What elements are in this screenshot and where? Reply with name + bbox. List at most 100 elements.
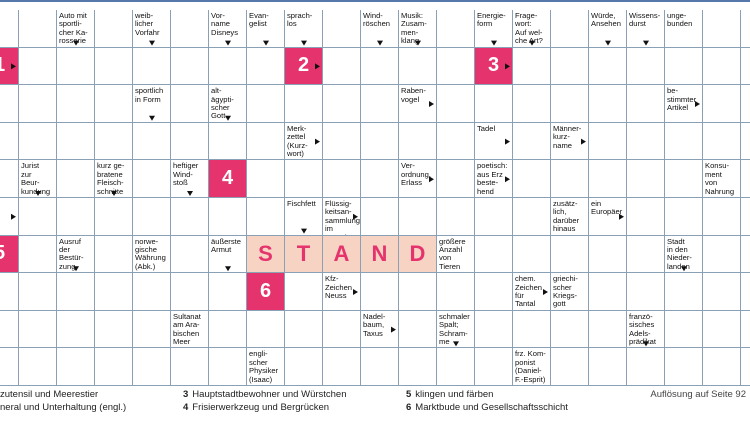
answer-cell xyxy=(285,310,323,349)
answer-cell xyxy=(551,10,589,48)
answer-cell xyxy=(551,235,589,274)
clue-cell: Energie- form xyxy=(475,10,513,48)
number-cell: 4 xyxy=(209,160,247,198)
answer-cell xyxy=(741,273,750,311)
answer-cell xyxy=(361,85,399,123)
clue-cell: Vor- name Disneys xyxy=(209,10,247,48)
hint-number: 6 xyxy=(406,402,412,413)
answer-cell xyxy=(437,160,475,198)
answer-cell xyxy=(513,47,551,86)
answer-cell xyxy=(703,273,741,311)
number-cell: 5 xyxy=(0,235,19,274)
answer-cell xyxy=(0,85,19,123)
arrow xyxy=(643,341,649,347)
answer-cell xyxy=(361,160,399,198)
answer-cell xyxy=(437,348,475,386)
answer-cell xyxy=(741,85,750,123)
arrow xyxy=(529,40,535,46)
clue-cell: poetisch: aus Erz beste- hend xyxy=(475,160,513,198)
clue-cell: sprach- los xyxy=(285,10,323,48)
arrow xyxy=(301,40,307,46)
answer-cell xyxy=(399,198,437,236)
answer-cell xyxy=(209,273,247,311)
arrow xyxy=(111,191,117,196)
clue-cell: frz. Kom- ponist (Daniel- F.-Esprit) xyxy=(513,348,551,386)
clue-cell: Wind- röschen xyxy=(361,10,399,48)
clue-cell: heftiger Wind- stoß xyxy=(171,160,209,198)
clue-cell: sportlich in Form xyxy=(133,85,171,123)
clue-cell: Nadel- baum, Taxus xyxy=(361,310,399,349)
clue-cell: at r ng xyxy=(0,348,19,386)
arrow xyxy=(505,63,510,70)
answer-cell xyxy=(437,198,475,236)
answer-cell xyxy=(551,85,589,123)
answer-cell xyxy=(703,10,741,48)
answer-cell xyxy=(513,85,551,123)
answer-cell xyxy=(361,198,399,236)
answer-cell xyxy=(57,310,95,349)
answer-cell xyxy=(323,47,361,86)
clue-cell: Konsu- ment von Nahrung xyxy=(703,160,741,198)
arrow xyxy=(149,40,155,46)
answer-cell xyxy=(741,10,750,48)
answer-cell xyxy=(361,273,399,311)
clue-cell: zu- r xyxy=(0,160,19,198)
clue-cell: engli- scher Physiker (Isaac) xyxy=(247,348,285,386)
answer-cell xyxy=(19,122,57,161)
answer-cell xyxy=(209,198,247,236)
answer-cell xyxy=(665,310,703,349)
answer-cell xyxy=(741,236,750,274)
answer-cell xyxy=(513,198,551,236)
hint: 5 klingen und färben xyxy=(406,389,493,400)
answer-cell xyxy=(95,47,133,86)
answer-cell xyxy=(703,235,741,274)
clue-cell: griechi- scher Kriegs- gott xyxy=(551,273,589,311)
arrow xyxy=(225,115,231,121)
arrow xyxy=(225,40,231,46)
hint: neral und Unterhaltung (engl.) xyxy=(0,402,126,413)
answer-cell xyxy=(741,311,750,349)
answer-cell xyxy=(247,310,285,349)
answer-cell xyxy=(19,348,57,386)
answer-cell xyxy=(551,47,589,86)
answer-cell xyxy=(399,348,437,386)
answer-cell xyxy=(437,47,475,86)
clue-cell: Ausruf der Bestür- zung xyxy=(57,235,95,274)
answer-cell xyxy=(437,85,475,123)
answer-cell xyxy=(171,235,209,274)
answer-cell xyxy=(209,348,247,386)
answer-cell xyxy=(627,198,665,236)
answer-cell xyxy=(665,198,703,236)
solution-note: Auflösung auf Seite 92 xyxy=(650,389,746,400)
clue-cell: Frage- wort: Auf wel- che Art? xyxy=(513,10,551,48)
answer-cell xyxy=(475,235,513,274)
solution-cell: A xyxy=(323,235,361,274)
clue-cell: alt- ägypti- scher Gott xyxy=(209,85,247,123)
clue-cell: äußerste Armut xyxy=(209,235,247,274)
answer-cell xyxy=(589,273,627,311)
clue-cell: schmaler Spalt; Schram- me xyxy=(437,310,475,349)
clue-cell: Musik: Zusam- men- klang xyxy=(399,10,437,48)
clue-cell: weib- licher Vorfahr xyxy=(133,10,171,48)
hint-number: 4 xyxy=(183,402,189,413)
clue-cell: Sultanat am Ara- bischen Meer xyxy=(171,310,209,349)
answer-cell xyxy=(57,47,95,86)
answer-cell xyxy=(323,10,361,48)
clue-cell: Auto mit sportli- cher Ka- rosserie xyxy=(57,10,95,48)
solution-cell: S xyxy=(247,235,285,274)
clue-cell: Männer- kurz- name xyxy=(551,122,589,161)
answer-cell xyxy=(171,47,209,86)
answer-cell xyxy=(361,348,399,386)
clue-cell: be- stimmter Artikel xyxy=(665,85,703,123)
clue-cell: franzö- sisches Adels- prädikat xyxy=(627,310,665,349)
answer-cell xyxy=(285,160,323,198)
answer-cell xyxy=(741,348,750,386)
answer-cell xyxy=(551,348,589,386)
clue-cell: Wissens- durst xyxy=(627,10,665,48)
answer-cell xyxy=(551,310,589,349)
arrow xyxy=(353,213,358,220)
arrow xyxy=(353,289,358,295)
answer-cell xyxy=(19,273,57,311)
answer-cell xyxy=(741,198,750,236)
